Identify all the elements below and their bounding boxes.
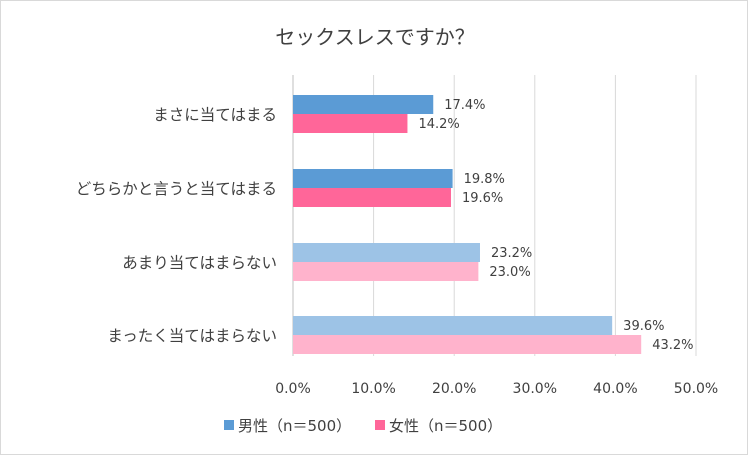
category-label: まさに当てはまる (153, 106, 277, 124)
data-label: 23.2% (491, 246, 532, 261)
category-label: まったく当てはまらない (107, 327, 277, 345)
bar (293, 114, 408, 133)
bar (293, 335, 642, 354)
bar (293, 316, 613, 335)
data-label: 23.0% (489, 265, 530, 280)
data-label: 43.2% (652, 338, 693, 353)
category-label: どちらかと言うと当てはまる (76, 180, 277, 198)
bar (293, 169, 453, 188)
legend: 男性（n＝500） 女性（n＝500） (224, 417, 502, 435)
bars: 17.4% 19.8% 23.2% 39.6% 14.2% 19.6% 23.0% 43.2% (293, 95, 694, 354)
x-tick-label: 20.0% (432, 381, 476, 397)
bar (293, 95, 434, 114)
data-label: 17.4% (444, 98, 485, 113)
x-tick-label: 0.0% (275, 381, 311, 397)
data-label: 14.2% (418, 117, 459, 132)
bar (293, 262, 479, 281)
x-tick-label: 40.0% (593, 381, 637, 397)
data-label: 19.6% (462, 191, 503, 206)
legend-label: 男性（n＝500） (238, 417, 351, 435)
chart-title: セックスレスですか？ (275, 25, 474, 49)
x-tick-label: 10.0% (351, 381, 395, 397)
x-tick-label: 30.0% (513, 381, 557, 397)
bar (293, 188, 451, 207)
bar (293, 243, 480, 262)
legend-swatch (224, 420, 234, 430)
legend-swatch (375, 420, 385, 430)
category-label: あまり当てはまらない (122, 254, 277, 272)
data-label: 39.6% (623, 319, 664, 334)
data-label: 19.8% (464, 172, 505, 187)
x-tick-label: 50.0% (674, 381, 718, 397)
legend-label: 女性（n＝500） (389, 417, 502, 435)
x-tick-labels: 0.0% 10.0% 20.0% 30.0% 40.0% 50.0% (275, 381, 718, 397)
category-labels: まさに当てはまるどちらかと言うと当てはまるあまり当てはまらないまったく当てはまら… (76, 106, 277, 345)
